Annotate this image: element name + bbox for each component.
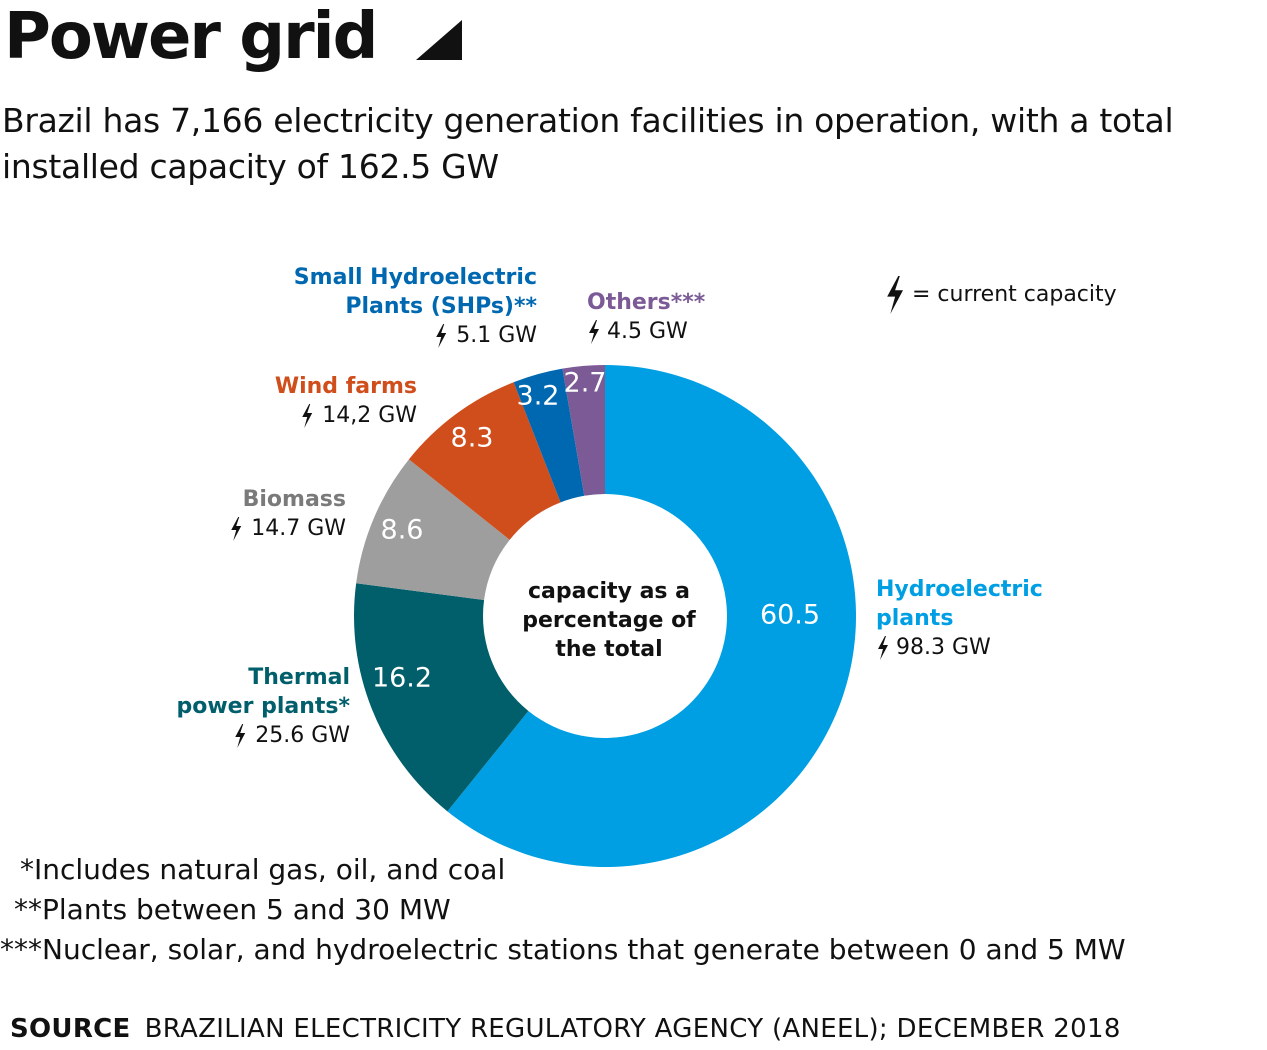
value-labels: 60.5 16.2 8.6 8.3 3.2 2.7 xyxy=(372,368,820,694)
category-label-3: Wind farms xyxy=(275,374,417,399)
legend: = current capacity xyxy=(887,276,1117,314)
category-label-4: Small Hydroelectric xyxy=(294,265,537,290)
slice-5 xyxy=(562,365,605,496)
lightning-bolt-icon xyxy=(887,276,903,314)
capacity-label-2: 14.7 GW xyxy=(251,516,346,541)
value-label-5: 2.7 xyxy=(564,368,607,399)
slice-1 xyxy=(354,583,529,812)
footnote-3: ***Nuclear, solar, and hydroelectric sta… xyxy=(0,933,1126,966)
capacity-label-0: 98.3 GW xyxy=(896,635,991,660)
value-label-1: 16.2 xyxy=(372,663,432,694)
lightning-bolt-icon xyxy=(302,404,313,428)
category-label-2: Biomass xyxy=(243,487,346,512)
capacity-label-1: 25.6 GW xyxy=(255,723,350,748)
capacity-label-4: 5.1 GW xyxy=(456,323,537,348)
footnote-1: *Includes natural gas, oil, and coal xyxy=(20,853,506,886)
value-label-4: 3.2 xyxy=(517,381,560,412)
value-label-3: 8.3 xyxy=(451,423,494,454)
capacity-label-5: 4.5 GW xyxy=(607,319,688,344)
lightning-bolt-icon xyxy=(589,320,599,344)
page-title: Power grid xyxy=(4,0,378,74)
triangle-corner-icon xyxy=(416,20,463,60)
donut-slices xyxy=(354,365,856,867)
lightning-bolt-icon xyxy=(235,724,246,748)
category-label-0: plants xyxy=(876,606,953,631)
footnotes: *Includes natural gas, oil, and coal **P… xyxy=(0,850,1126,970)
lightning-bolt-icon xyxy=(231,517,242,541)
category-label-4: Plants (SHPs)** xyxy=(345,294,537,319)
legend-text: = current capacity xyxy=(912,282,1117,307)
capacity-label-3: 14,2 GW xyxy=(322,403,417,428)
slice-0 xyxy=(447,365,856,867)
slice-4 xyxy=(513,368,585,503)
center-label-line: the total xyxy=(555,637,662,662)
category-label-0: Hydroelectric xyxy=(876,577,1043,602)
lightning-bolt-icon xyxy=(878,636,888,660)
title-row: Power grid xyxy=(4,0,463,74)
category-label-5: Others*** xyxy=(587,290,706,315)
slice-3 xyxy=(408,382,561,540)
value-label-0: 60.5 xyxy=(760,600,820,631)
category-label-1: Thermal xyxy=(248,665,350,690)
subtitle: Brazil has 7,166 electricity generation … xyxy=(2,101,1174,186)
source-label: SOURCE xyxy=(10,1014,131,1044)
center-label-line: percentage of xyxy=(522,608,696,633)
value-label-2: 8.6 xyxy=(381,515,424,546)
lightning-bolt-icon xyxy=(436,324,447,348)
source-text: BRAZILIAN ELECTRICITY REGULATORY AGENCY … xyxy=(144,1014,1121,1044)
center-label: capacity as a percentage of the total xyxy=(522,579,696,662)
source-line: SOURCE BRAZILIAN ELECTRICITY REGULATORY A… xyxy=(10,1014,1121,1044)
category-labels: Hydroelectric plants 98.3 GW Thermal power p… xyxy=(176,265,1043,748)
category-label-1: power plants* xyxy=(176,694,350,719)
center-label-line: capacity as a xyxy=(528,579,690,604)
footnote-2: **Plants between 5 and 30 MW xyxy=(14,893,451,926)
slice-2 xyxy=(356,459,510,601)
